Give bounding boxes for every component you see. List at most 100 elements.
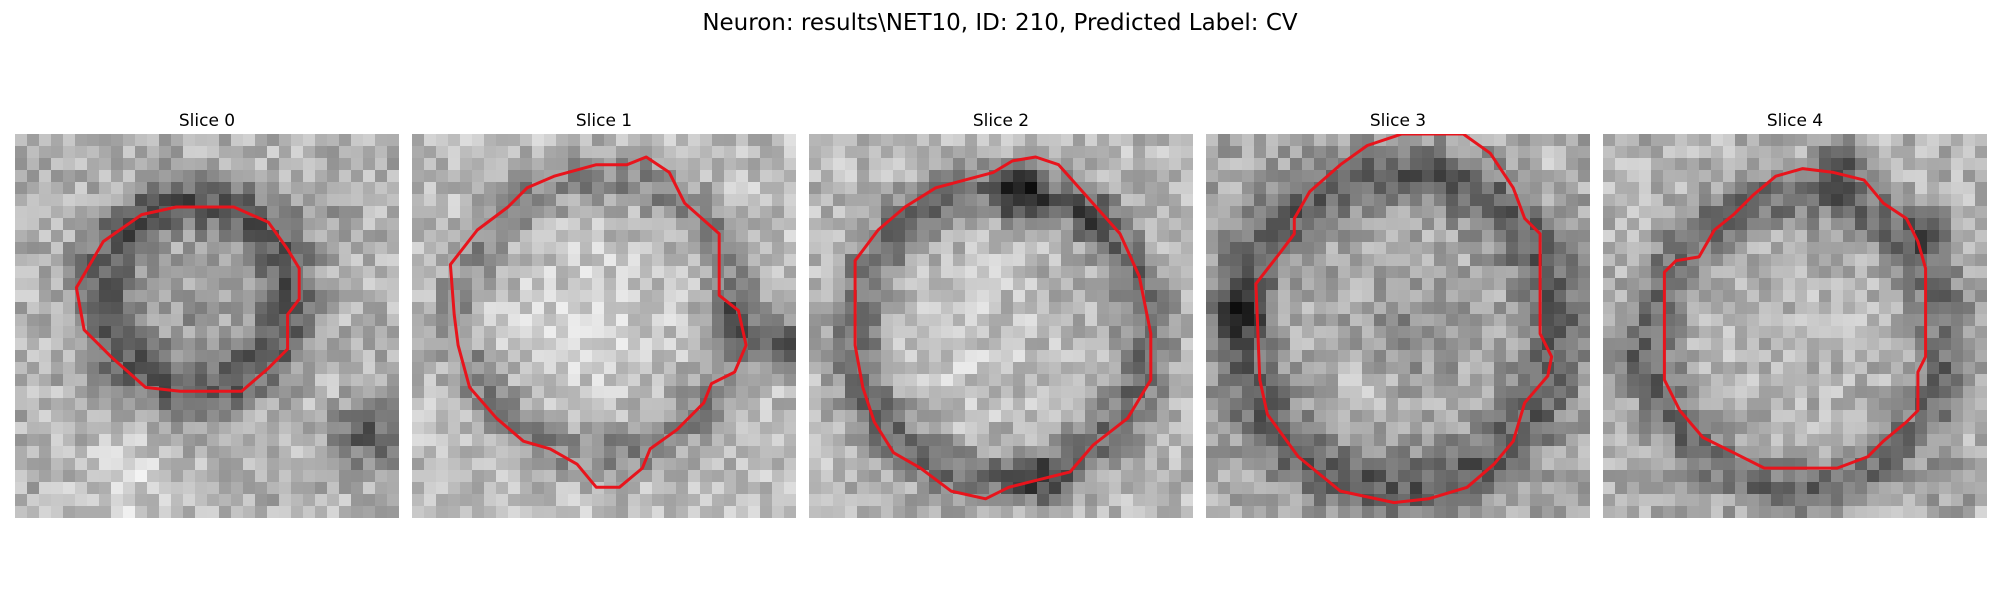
image-pixel (989, 434, 1002, 447)
image-pixel (1410, 422, 1423, 435)
image-pixel (99, 170, 112, 183)
image-pixel (1242, 482, 1255, 495)
image-pixel (472, 410, 485, 423)
image-pixel (965, 422, 978, 435)
image-pixel (1398, 350, 1411, 363)
image-pixel (1542, 230, 1555, 243)
image-pixel (1663, 446, 1676, 459)
image-pixel (99, 266, 112, 279)
image-pixel (1326, 146, 1339, 159)
image-pixel (183, 398, 196, 411)
image-pixel (664, 338, 677, 351)
image-pixel (1542, 266, 1555, 279)
image-pixel (1855, 326, 1868, 339)
image-pixel (1230, 134, 1243, 147)
image-pixel (1675, 410, 1688, 423)
image-pixel (1518, 422, 1531, 435)
image-pixel (1266, 302, 1279, 315)
image-pixel (676, 506, 689, 518)
image-pixel (1879, 350, 1892, 363)
image-pixel (1121, 302, 1134, 315)
image-pixel (724, 266, 737, 279)
image-pixel (291, 146, 304, 159)
image-pixel (472, 158, 485, 171)
image-pixel (809, 170, 822, 183)
image-pixel (857, 254, 870, 267)
image-pixel (243, 458, 256, 471)
image-pixel (1927, 194, 1940, 207)
image-pixel (917, 446, 930, 459)
image-pixel (1013, 302, 1026, 315)
image-pixel (1109, 350, 1122, 363)
image-pixel (87, 230, 100, 243)
image-pixel (1278, 278, 1291, 291)
image-pixel (1422, 410, 1435, 423)
image-pixel (1410, 446, 1423, 459)
image-pixel (941, 206, 954, 219)
image-pixel (520, 218, 533, 231)
image-pixel (1807, 266, 1820, 279)
image-pixel (1554, 254, 1567, 267)
image-pixel (1169, 170, 1182, 183)
image-pixel (1157, 290, 1170, 303)
image-pixel (953, 494, 966, 507)
image-pixel (772, 386, 785, 399)
roi-contour (448, 155, 748, 489)
image-pixel (99, 326, 112, 339)
image-pixel (881, 338, 894, 351)
image-pixel (1181, 314, 1193, 327)
image-pixel (159, 278, 172, 291)
image-pixel (436, 218, 449, 231)
image-pixel (1218, 470, 1231, 483)
image-pixel (1819, 290, 1832, 303)
image-pixel (1314, 242, 1327, 255)
image-pixel (712, 314, 725, 327)
image-pixel (1386, 350, 1399, 363)
image-pixel (1470, 338, 1483, 351)
image-pixel (556, 242, 569, 255)
image-pixel (1073, 230, 1086, 243)
image-pixel (315, 446, 328, 459)
image-pixel (1867, 146, 1880, 159)
image-pixel (63, 326, 76, 339)
image-pixel (580, 134, 593, 147)
image-pixel (1302, 278, 1315, 291)
image-pixel (1939, 230, 1952, 243)
image-pixel (207, 446, 220, 459)
image-pixel (1001, 374, 1014, 387)
image-pixel (580, 146, 593, 159)
image-pixel (1651, 266, 1664, 279)
image-pixel (1013, 182, 1026, 195)
image-pixel (1302, 206, 1315, 219)
image-pixel (351, 314, 364, 327)
image-pixel (1699, 446, 1712, 459)
image-pixel (1807, 410, 1820, 423)
image-pixel (339, 482, 352, 495)
image-pixel (1939, 326, 1952, 339)
image-pixel (1687, 194, 1700, 207)
image-pixel (496, 146, 509, 159)
image-pixel (1061, 182, 1074, 195)
image-pixel (351, 302, 364, 315)
image-pixel (1326, 254, 1339, 267)
image-pixel (315, 470, 328, 483)
image-pixel (1326, 326, 1339, 339)
image-pixel (363, 146, 376, 159)
image-pixel (929, 266, 942, 279)
image-pixel (821, 398, 834, 411)
image-pixel (1530, 374, 1543, 387)
image-pixel (159, 338, 172, 351)
image-pixel (1819, 278, 1832, 291)
image-pixel (1218, 434, 1231, 447)
image-pixel (1867, 218, 1880, 231)
image-pixel (1482, 230, 1495, 243)
image-pixel (1266, 446, 1279, 459)
image-pixel (628, 446, 641, 459)
image-pixel (1206, 326, 1219, 339)
image-pixel (748, 218, 761, 231)
image-pixel (1121, 422, 1134, 435)
image-pixel (1771, 242, 1784, 255)
image-pixel (351, 458, 364, 471)
image-pixel (1025, 434, 1038, 447)
image-pixel (1386, 290, 1399, 303)
